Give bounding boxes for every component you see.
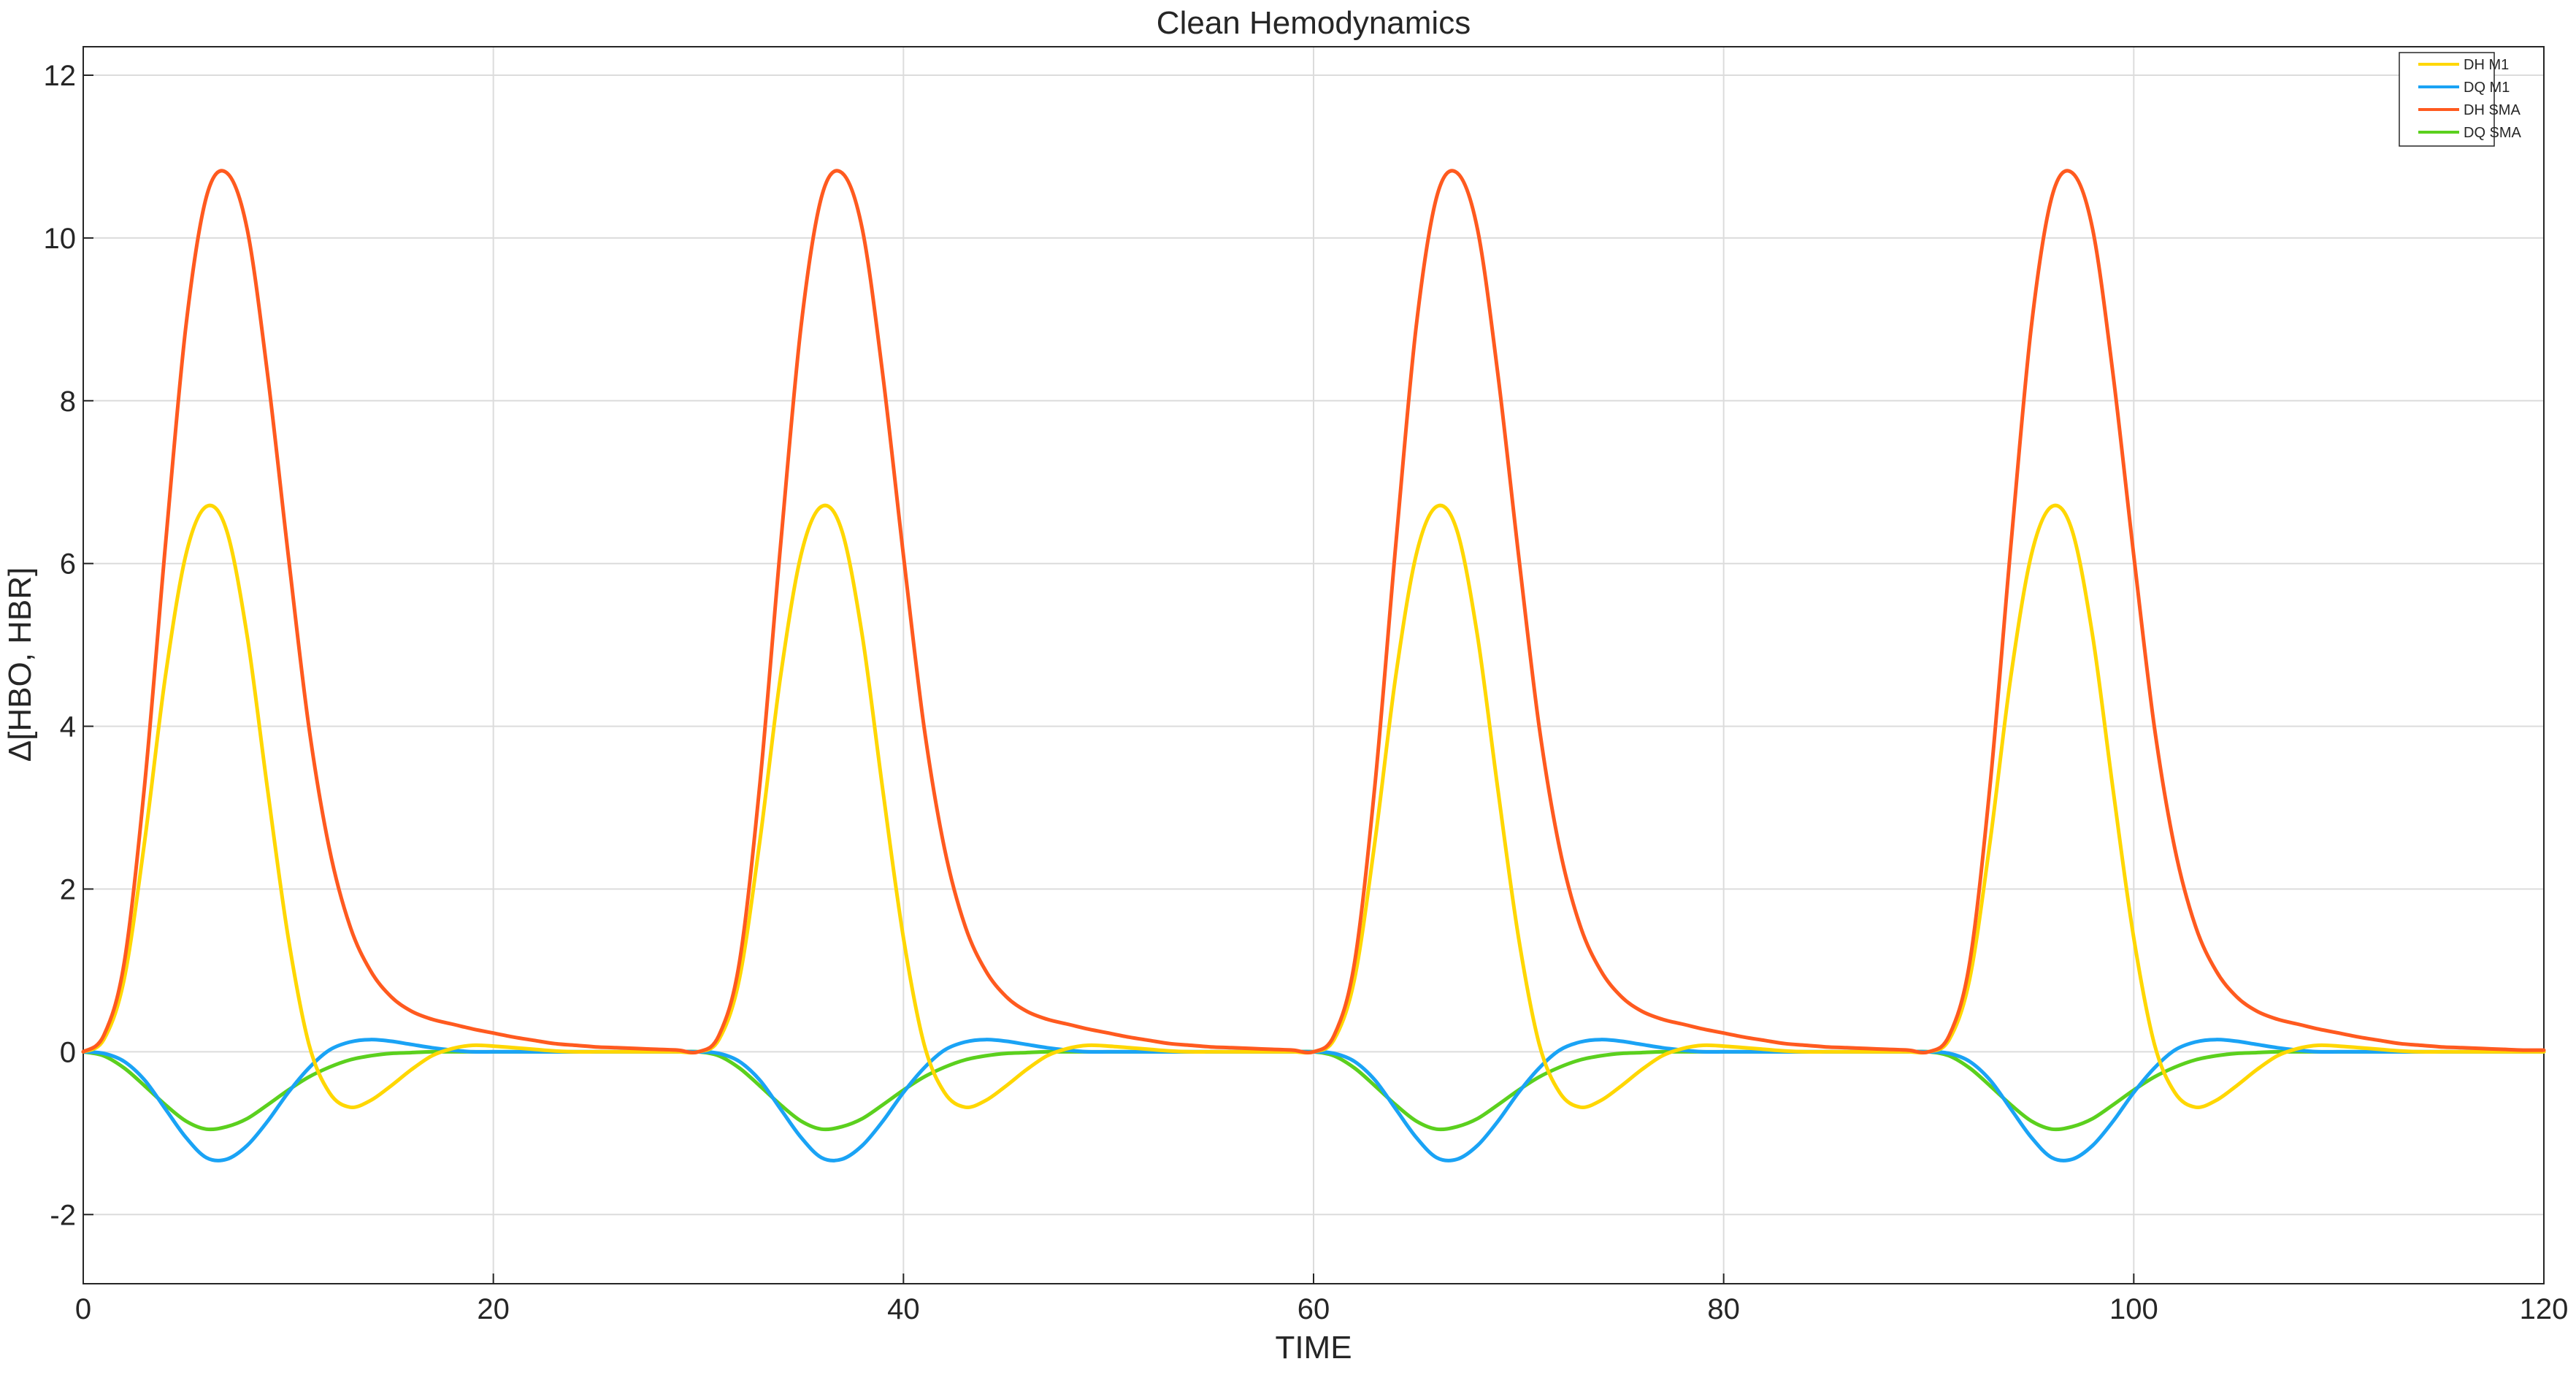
series-lines	[81, 169, 2546, 1163]
x-tick-label: 40	[887, 1293, 920, 1325]
legend-label: DH SMA	[2464, 102, 2521, 118]
axis-ticks: 0 20 40 60 80 100 120 -2 0 2 4 6 8 10 12	[44, 60, 2569, 1325]
x-axis-label: TIME	[1275, 1330, 1352, 1366]
y-tick-label: 2	[60, 873, 76, 905]
legend: DH M1 DQ M1 DH SMA DQ SMA	[2399, 52, 2522, 147]
legend-label: DQ M1	[2464, 80, 2510, 96]
grid	[83, 47, 2545, 1284]
x-tick-label: 0	[75, 1293, 91, 1325]
y-tick-label: 12	[44, 60, 77, 92]
chart-title: Clean Hemodynamics	[1157, 5, 1471, 41]
y-tick-label: -2	[50, 1199, 76, 1231]
x-tick-label: 100	[2109, 1293, 2158, 1325]
y-tick-label: 0	[60, 1036, 76, 1068]
y-axis-label: Δ[HBO, HBR]	[2, 567, 38, 762]
series-line-dh-sma	[81, 169, 2546, 1055]
x-tick-label: 20	[477, 1293, 510, 1325]
legend-label: DH M1	[2464, 57, 2509, 73]
y-tick-label: 4	[60, 711, 76, 743]
legend-box	[2399, 52, 2495, 147]
x-tick-label: 120	[2520, 1293, 2569, 1325]
x-tick-label: 80	[1707, 1293, 1740, 1325]
y-tick-label: 8	[60, 386, 76, 418]
legend-entries: DH M1 DQ M1 DH SMA DQ SMA	[2418, 57, 2522, 141]
legend-label: DQ SMA	[2464, 125, 2522, 141]
x-tick-label: 60	[1297, 1293, 1330, 1325]
y-tick-label: 6	[60, 548, 76, 581]
y-tick-label: 10	[44, 223, 77, 255]
